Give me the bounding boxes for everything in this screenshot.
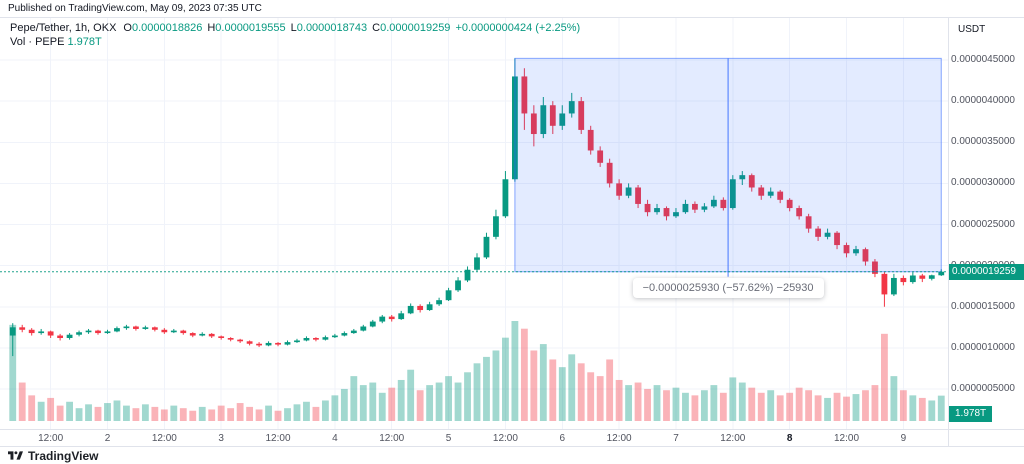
- time-axis-label: 8: [786, 433, 793, 444]
- price-axis-label: 0.0000030000: [951, 177, 1015, 189]
- time-axis-label: 3: [218, 433, 224, 444]
- time-axis-label: 5: [445, 433, 452, 444]
- publish-header: Published on TradingView.com, May 09, 20…: [0, 0, 1024, 18]
- time-axis-label: 12:00: [265, 433, 291, 444]
- price-axis-label: 0.0000040000: [951, 95, 1015, 107]
- time-axis-label: 7: [673, 433, 679, 444]
- high-label: H: [207, 22, 216, 34]
- publish-caption: Published on TradingView.com, May 09, 20…: [8, 3, 262, 14]
- volume-row-label: Vol · PEPE: [10, 36, 65, 48]
- time-axis-label: 12:00: [151, 433, 177, 444]
- time-axis-label: 6: [559, 433, 566, 444]
- legend-row-symbol: Pepe/Tether, 1h, OKX O0.0000018826 H0.0000…: [10, 21, 580, 35]
- last-price-badge: 0.0000019259: [949, 263, 1024, 280]
- open-label: O: [123, 22, 132, 34]
- symbol-title[interactable]: Pepe/Tether, 1h, OKX: [10, 22, 117, 34]
- open-value: 0.0000018826: [131, 22, 203, 34]
- tradingview-logo[interactable]: TradingView: [8, 449, 98, 463]
- time-axis-label: 9: [900, 433, 907, 444]
- tradingview-wordmark: TradingView: [28, 448, 99, 463]
- volume-badge: 1.978T: [949, 406, 993, 422]
- tradingview-logo-icon: [8, 451, 23, 460]
- high-value: 0.0000019555: [215, 22, 286, 34]
- low-value: 0.0000018743: [296, 22, 368, 34]
- legend-row-volume: Vol · PEPE 1.978T: [10, 35, 580, 49]
- price-axis-label: 0.0000025000: [951, 218, 1015, 230]
- currency-label: USDT: [958, 24, 986, 35]
- time-axis-label: 12:00: [492, 433, 518, 444]
- close-value: 0.0000019259: [380, 22, 451, 34]
- low-label: L: [290, 22, 297, 34]
- time-axis-label: 12:00: [833, 433, 860, 444]
- time-axis-label: 12:00: [720, 433, 746, 444]
- footer-bar: TradingView: [0, 446, 1024, 464]
- chart-legend: Pepe/Tether, 1h, OKX O0.0000018826 H0.0000…: [10, 21, 580, 49]
- time-axis-label: 12:00: [606, 433, 632, 444]
- price-axis-label: 0.0000015000: [951, 300, 1015, 312]
- time-axis-label: 12:00: [379, 433, 405, 444]
- time-axis-label: 4: [332, 433, 338, 444]
- change-value: +0.0000000424 (+2.25%): [455, 22, 581, 34]
- price-axis-label: 0.0000005000: [951, 383, 1015, 394]
- price-axis-label: 0.0000045000: [951, 54, 1015, 65]
- time-axis-label: 12:00: [38, 433, 64, 444]
- price-axis-label: 0.0000035000: [951, 136, 1015, 148]
- volume-row-value: 1.978T: [67, 36, 102, 48]
- measure-tooltip: −0.0000025930 (−57.62%) −25930: [632, 277, 824, 298]
- close-label: C: [372, 22, 381, 34]
- price-axis-label: 0.0000010000: [951, 341, 1015, 353]
- time-axis-label: 2: [104, 433, 111, 444]
